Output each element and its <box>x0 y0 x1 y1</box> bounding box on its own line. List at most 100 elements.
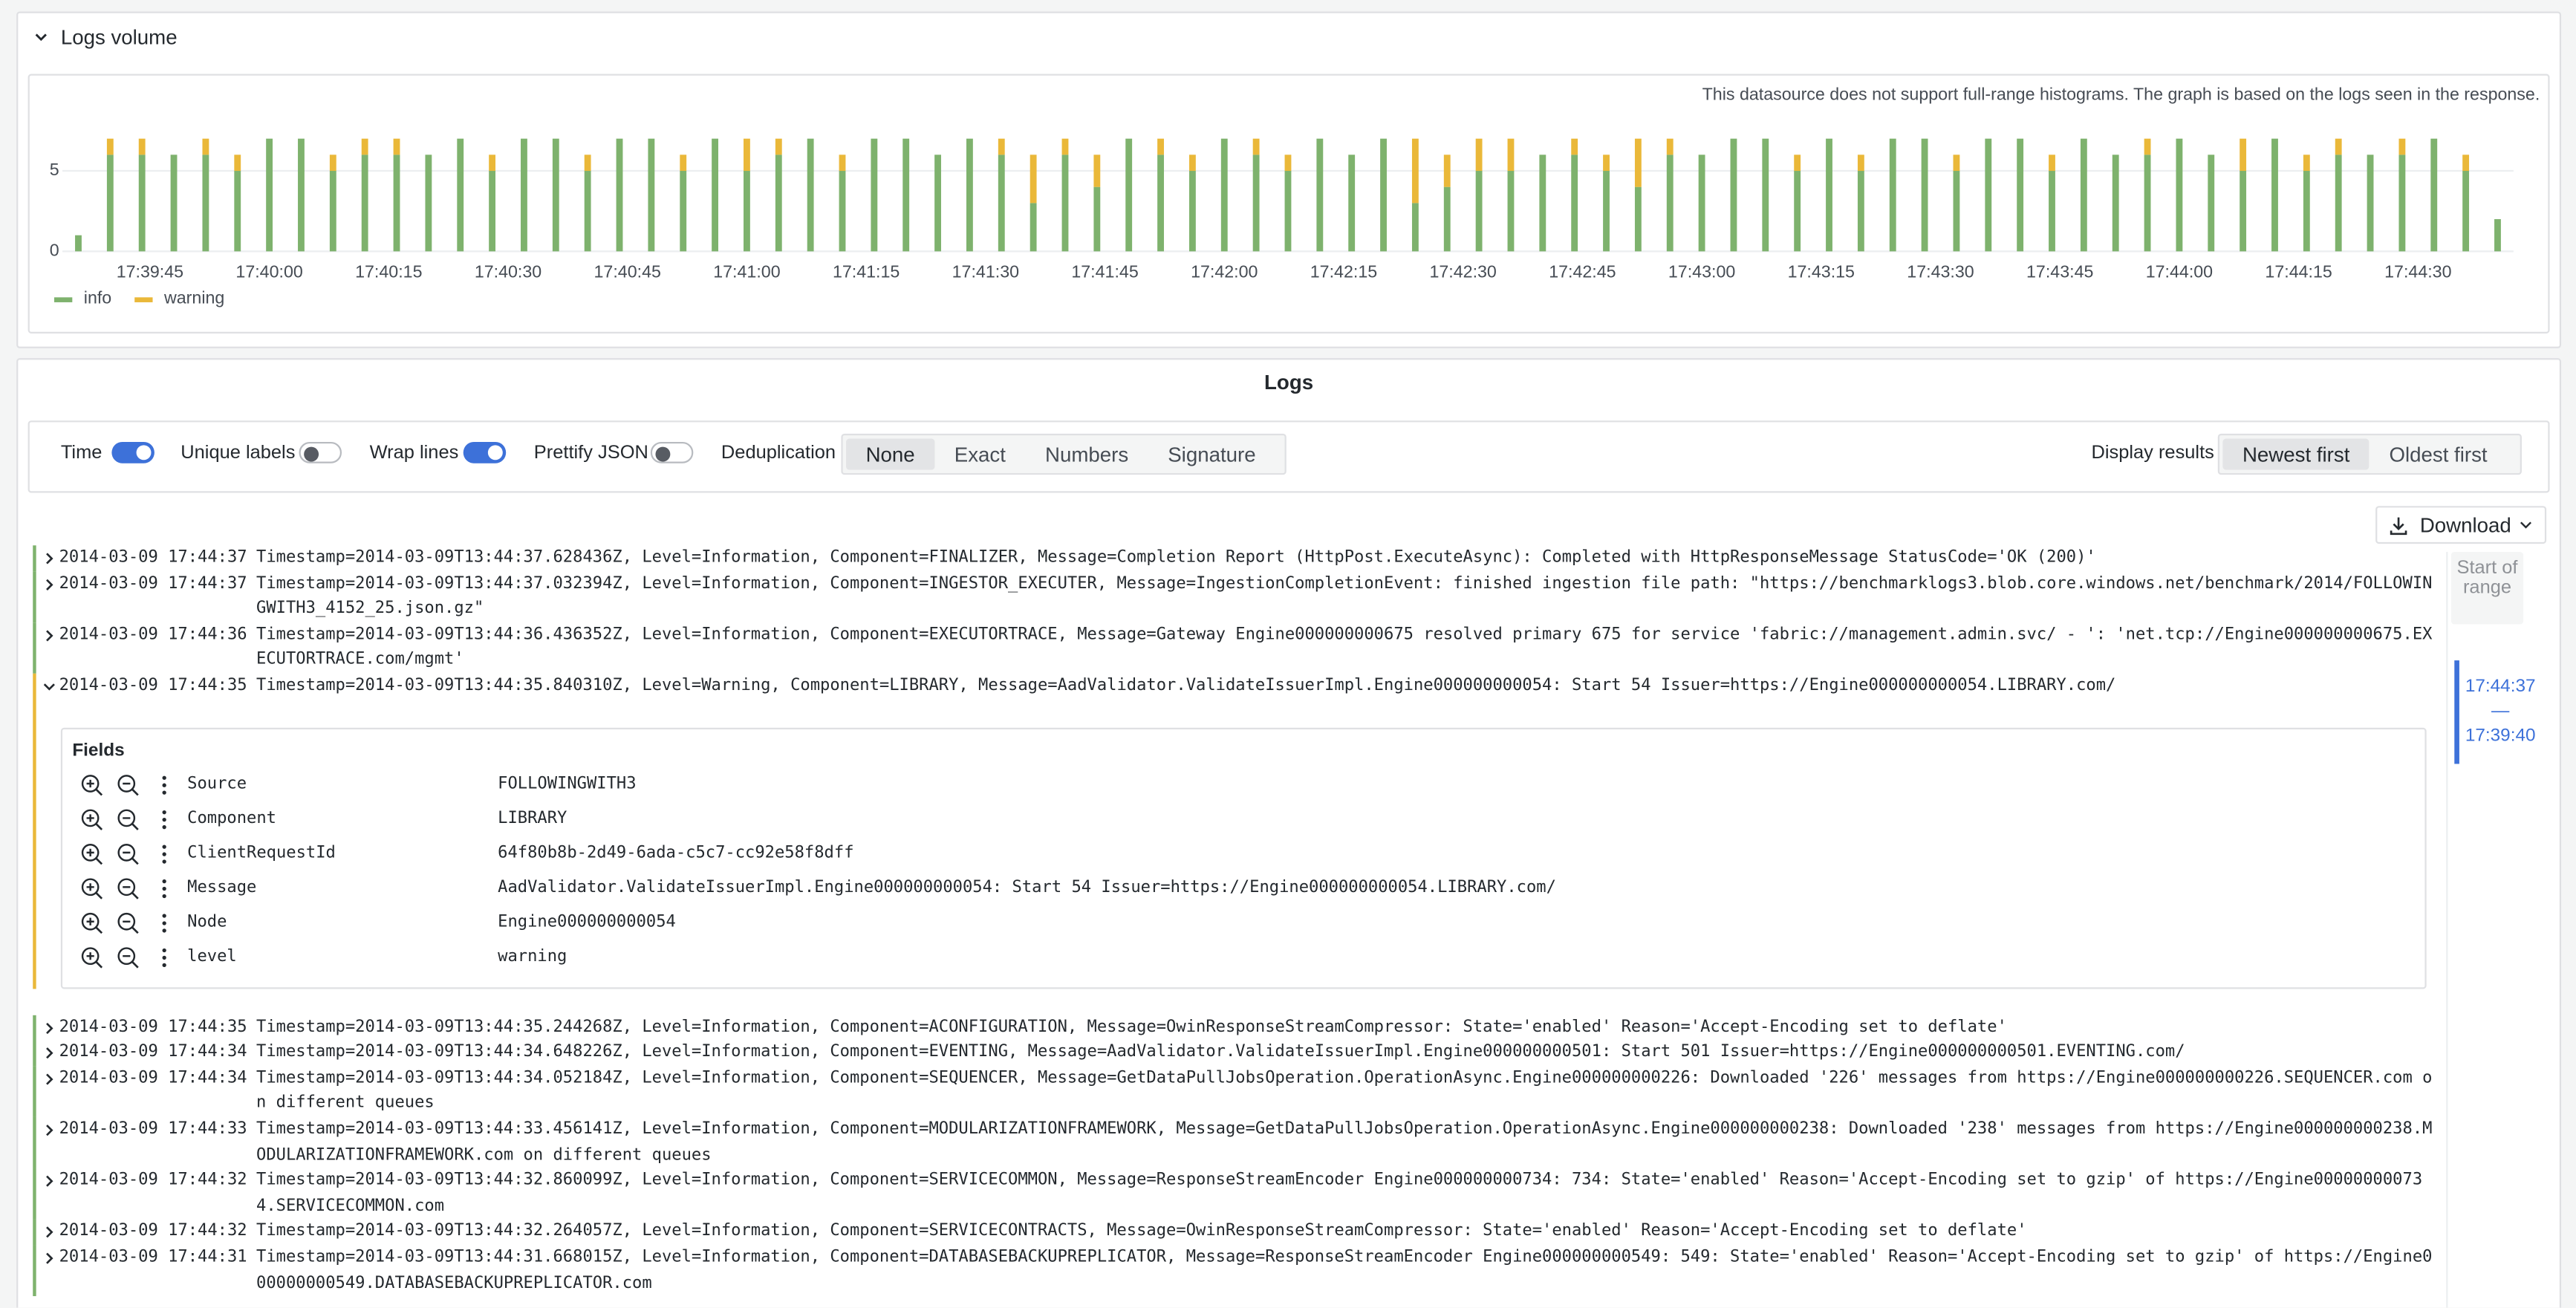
bar <box>106 154 114 252</box>
field-row: Component LIBRARY <box>72 801 2415 836</box>
bar <box>998 138 1005 155</box>
zoom-out-icon[interactable] <box>117 911 140 934</box>
toggle[interactable] <box>111 441 155 463</box>
bar <box>2017 138 2024 252</box>
expand-icon[interactable] <box>43 1073 56 1086</box>
bar <box>2144 154 2151 252</box>
log-row[interactable]: 2014-03-09 17:44:32 Timestamp=2014-03-09T… <box>33 1168 2438 1220</box>
zoom-out-icon[interactable] <box>117 946 140 969</box>
log-time: 2014-03-09 17:44:37 <box>59 548 247 567</box>
bar <box>234 171 241 252</box>
kebab-icon[interactable] <box>153 842 176 865</box>
kebab-icon[interactable] <box>153 807 176 830</box>
zoom-in-icon[interactable] <box>80 946 103 969</box>
toggle-label: Wrap lines <box>369 443 459 463</box>
zoom-out-icon[interactable] <box>117 773 140 796</box>
kebab-icon[interactable] <box>153 773 176 796</box>
bar <box>966 138 973 252</box>
display-option[interactable]: Oldest first <box>2389 443 2488 466</box>
x-tick-label: 17:44:30 <box>2384 261 2451 281</box>
zoom-in-icon[interactable] <box>80 773 103 796</box>
x-tick-label: 17:41:15 <box>833 261 900 281</box>
bar <box>1093 186 1101 252</box>
expand-icon[interactable] <box>43 1047 56 1060</box>
download-button[interactable]: Download <box>2375 506 2547 544</box>
toggle[interactable] <box>299 441 342 463</box>
field-row: Source FOLLOWINGWITH3 <box>72 767 2415 801</box>
expand-icon[interactable] <box>43 680 56 694</box>
range-start: Start of range <box>2450 552 2524 625</box>
dedup-option[interactable]: Signature <box>1168 443 1256 466</box>
zoom-in-icon[interactable] <box>80 842 103 865</box>
bar <box>1953 171 1960 252</box>
divider <box>2446 552 2448 1308</box>
bar <box>648 138 655 252</box>
expand-icon[interactable] <box>43 1021 56 1035</box>
range-start-label: Start of range <box>2456 558 2518 597</box>
dedup-option[interactable]: Numbers <box>1044 443 1129 466</box>
range-indicator <box>2454 660 2459 764</box>
bar <box>1539 154 1546 252</box>
y-tick-label: 0 <box>50 241 59 260</box>
expand-icon[interactable] <box>43 1175 56 1188</box>
bar <box>202 154 209 252</box>
expand-icon[interactable] <box>43 1124 56 1137</box>
dedup-option[interactable]: None <box>846 438 935 470</box>
log-message: Timestamp=2014-03-09T13:44:32.860099Z, L… <box>256 1171 2423 1216</box>
expand-icon[interactable] <box>43 1252 56 1265</box>
log-line: 2014-03-09 17:44:32 Timestamp=2014-03-09T… <box>36 1168 2439 1220</box>
display-option[interactable]: Newest first <box>2222 438 2370 470</box>
log-line: 2014-03-09 17:44:34 Timestamp=2014-03-09T… <box>36 1066 2439 1117</box>
bar <box>2303 154 2310 172</box>
kebab-icon[interactable] <box>153 876 176 899</box>
collapse-icon[interactable] <box>33 30 49 46</box>
zoom-out-icon[interactable] <box>117 807 140 830</box>
bar <box>1985 138 1992 252</box>
bar <box>998 154 1005 252</box>
dedup-option[interactable]: Exact <box>954 443 1006 466</box>
expand-icon[interactable] <box>43 552 56 565</box>
expand-icon[interactable] <box>43 578 56 591</box>
bar <box>1634 138 1642 187</box>
log-message: Timestamp=2014-03-09T13:44:35.244268Z, L… <box>256 1018 2007 1036</box>
kebab-icon[interactable] <box>153 911 176 934</box>
bar <box>138 138 146 155</box>
bar <box>712 138 719 252</box>
zoom-out-icon[interactable] <box>117 876 140 899</box>
log-row[interactable]: 2014-03-09 17:44:33 Timestamp=2014-03-09T… <box>33 1116 2438 1168</box>
bar <box>202 138 209 155</box>
field-name: Node <box>187 913 227 932</box>
x-tick-label: 17:41:30 <box>952 261 1019 281</box>
log-row[interactable]: 2014-03-09 17:44:35 Timestamp=2014-03-09T… <box>33 673 2438 989</box>
kebab-icon[interactable] <box>153 946 176 969</box>
zoom-in-icon[interactable] <box>80 807 103 830</box>
log-row[interactable]: 2014-03-09 17:44:34 Timestamp=2014-03-09T… <box>33 1040 2439 1066</box>
log-message: Timestamp=2014-03-09T13:44:34.052184Z, L… <box>256 1069 2433 1113</box>
log-row[interactable]: 2014-03-09 17:44:31 Timestamp=2014-03-09T… <box>33 1245 2438 1297</box>
bar <box>775 138 782 155</box>
log-row[interactable]: 2014-03-09 17:44:37 Timestamp=2014-03-09T… <box>33 570 2438 622</box>
toggle-knob <box>136 445 152 461</box>
log-row[interactable]: 2014-03-09 17:44:34 Timestamp=2014-03-09T… <box>33 1065 2439 1117</box>
log-row[interactable]: 2014-03-09 17:44:37 Timestamp=2014-03-09T… <box>33 545 2438 571</box>
zoom-in-icon[interactable] <box>80 876 103 899</box>
zoom-out-icon[interactable] <box>117 842 140 865</box>
bar <box>1157 138 1164 155</box>
log-line: 2014-03-09 17:44:34 Timestamp=2014-03-09T… <box>36 1040 2439 1065</box>
bar <box>1443 186 1451 252</box>
expand-icon[interactable] <box>43 629 56 642</box>
bar <box>106 138 114 155</box>
toggle[interactable] <box>463 441 507 463</box>
expand-icon[interactable] <box>43 1226 56 1240</box>
log-row[interactable]: 2014-03-09 17:44:36 Timestamp=2014-03-09T… <box>33 622 2438 674</box>
toggle[interactable] <box>650 441 694 463</box>
log-row[interactable]: 2014-03-09 17:44:35 Timestamp=2014-03-09T… <box>33 1014 2438 1041</box>
bar <box>1889 138 1896 252</box>
panel-title[interactable]: Logs volume <box>60 26 178 50</box>
zoom-in-icon[interactable] <box>80 911 103 934</box>
bar <box>680 171 687 252</box>
bar <box>361 138 368 155</box>
log-row[interactable]: 2014-03-09 17:44:32 Timestamp=2014-03-09T… <box>33 1219 2438 1246</box>
bar <box>1061 138 1069 155</box>
